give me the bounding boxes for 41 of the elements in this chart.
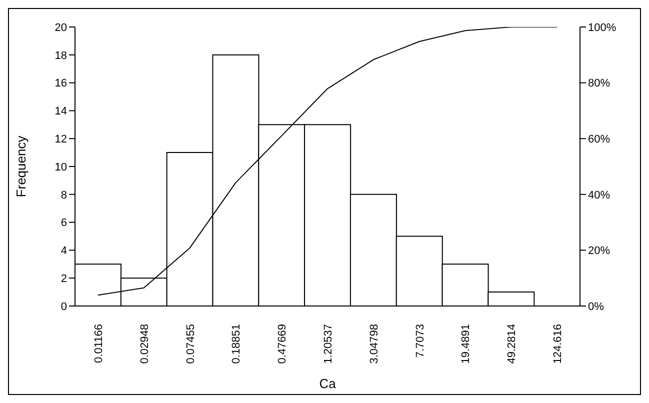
y2-tick-label: 0% [588, 300, 604, 313]
x-tick-label: 19.4891 [460, 324, 472, 364]
y-tick-label: 8 [60, 189, 67, 202]
y-tick-label: 16 [54, 78, 67, 90]
x-tick-label: 124.616 [552, 324, 564, 364]
y2-tick-label: 60% [588, 134, 610, 146]
x-axis-title: Ca [319, 376, 337, 391]
x-tick-label: 0.47669 [276, 324, 289, 364]
x-tick-label: 0.18851 [230, 324, 243, 364]
y-tick-label: 2 [60, 273, 67, 286]
y-tick-label: 12 [54, 134, 67, 146]
bar [442, 264, 489, 306]
x-tick-label: 0.01166 [92, 324, 105, 363]
y-tick-label: 18 [54, 50, 67, 62]
x-tick-label: 7.7073 [414, 324, 426, 358]
y-tick-label: 0 [60, 300, 67, 313]
y-tick-label: 6 [60, 217, 67, 230]
line-series [97, 27, 558, 296]
bar [212, 54, 260, 306]
bar [350, 194, 397, 306]
x-tick-label: 0.02948 [138, 324, 151, 364]
x-tick-label: 49.2814 [506, 324, 518, 364]
bar [488, 292, 535, 306]
x-tick-label: 3.04798 [368, 324, 380, 364]
bar [166, 152, 214, 306]
y-tick-label: 20 [54, 22, 67, 34]
y-tick-label: 14 [54, 106, 67, 118]
bar [396, 236, 443, 306]
x-tick-label: 1.20537 [322, 324, 334, 364]
y2-tick-label: 40% [588, 189, 610, 202]
y-axis-title: Frequency [14, 135, 29, 198]
y2-tick-label: 20% [588, 245, 610, 258]
x-tick-label: 0.07455 [184, 324, 197, 364]
y2-tick-label: 100% [588, 22, 616, 34]
bar [120, 278, 168, 306]
chart-frame: 0.01166 0.02948 0.07455 0.18851 0.47669 1.20537 3.04798 7.7073 19.4891 49.2814 124.616 Ca 0 2 4 6 8 10 12 14 16 18 20 Frequency 0% 20% 40% 60% 80% 100% [8, 8, 641, 395]
bar [304, 124, 352, 306]
bar [258, 124, 306, 306]
y2-tick-label: 80% [588, 78, 610, 90]
y-tick-label: 4 [60, 245, 67, 258]
y-tick-label: 10 [54, 161, 67, 174]
